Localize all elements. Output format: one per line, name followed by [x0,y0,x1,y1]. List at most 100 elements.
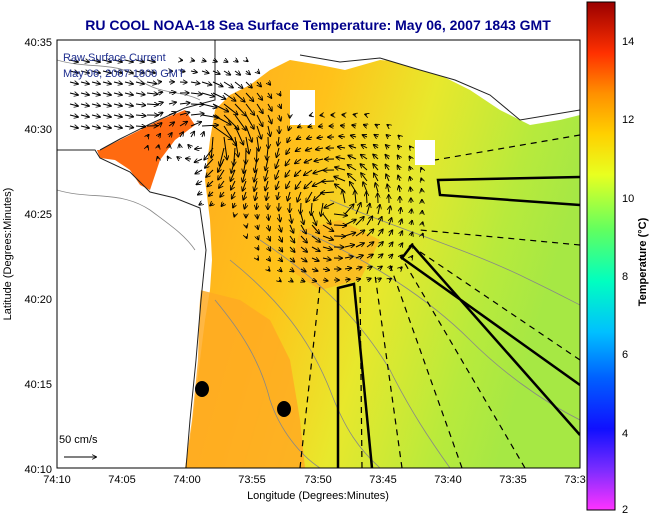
current-vector-arrow [373,154,379,160]
current-vector-arrow [300,246,307,252]
current-vector-arrow [279,258,282,261]
current-vector-arrow [80,115,89,117]
current-vector-arrow [135,93,145,95]
current-vector-arrow [256,114,263,126]
current-vector-arrow [234,136,238,157]
current-vector-arrow [257,213,258,219]
current-vector-arrow [338,147,346,148]
current-vector-arrow [135,126,145,127]
current-vector-arrow [389,230,392,237]
current-vector-arrow [190,82,200,84]
current-vector-arrow [366,216,372,226]
plot-area: Raw Surface Current May 06, 2007 1800 GM… [57,40,580,468]
current-vector-arrow [389,242,393,248]
current-vector-arrow [146,82,157,84]
x-tick-label: 73:3 [564,474,585,486]
current-vector-arrow [245,125,252,142]
current-vector-arrow [158,145,159,148]
current-vector-arrow [256,103,263,113]
current-vector-arrow [135,82,144,84]
current-vector-arrow [389,218,392,226]
current-vector-arrow [180,132,183,138]
current-vector-arrow [124,71,133,73]
current-vector-arrow [268,92,271,98]
current-vector-arrow [257,71,259,73]
current-vector-arrow [158,123,162,126]
transect-dashed-7 [419,229,580,246]
current-vector-arrow [212,71,220,74]
current-vector-arrow [279,280,281,281]
current-vector-arrow [386,145,389,148]
current-vector-arrow [398,155,401,159]
current-vector-arrow [124,104,133,106]
current-vector-arrow [295,158,302,164]
transect-lines [299,134,580,468]
current-vector-arrow [254,169,258,182]
current-vector-arrow [409,167,411,170]
y-axis: 40:35 40:30 40:25 40:20 40:15 40:10 Lati… [2,37,52,476]
current-vector-arrow [387,184,389,193]
current-vector-arrow [257,225,258,229]
current-vector-arrow [255,191,257,200]
land-new-jersey [57,40,215,150]
current-vector-arrow [377,242,383,248]
current-vector-arrow [195,159,203,162]
x-tick-label: 73:35 [499,474,527,486]
current-vector-arrow [400,243,403,247]
current-vector-arrow [288,191,291,201]
transect-dashed-2 [359,284,363,468]
colorbar-tick: 10 [622,193,634,205]
current-vector-arrow [344,204,354,215]
current-vector-arrow [322,235,333,240]
current-vector-arrow [102,82,111,84]
current-vector-arrow [316,148,324,150]
current-vector-arrow [243,180,247,191]
current-vector-arrow [69,60,78,62]
current-vector-arrow [245,92,254,101]
current-vector-arrow [257,136,259,151]
current-vector-arrow [245,103,254,115]
current-vector-arrow [360,164,368,171]
current-vector-arrow [223,136,227,160]
land-coast-strip [57,150,205,468]
current-vector-arrow [168,122,174,126]
current-vector-arrow [300,269,306,272]
current-vector-arrow [91,60,100,62]
transect-dashed-5 [399,254,526,468]
legend-line-2: May 06, 2007 1800 GMT [63,68,185,80]
current-vector-arrow [336,157,346,159]
current-vector-arrow [102,71,111,73]
current-vector-arrow [290,224,294,233]
x-tick-label: 73:45 [369,474,397,486]
current-vector-arrow [279,213,280,222]
scale-label: 50 cm/s [59,434,98,446]
current-vector-arrow [267,103,272,111]
colorbar-tick: 2 [622,504,628,515]
current-vector-arrow [246,71,250,74]
current-vector-arrow [179,144,180,148]
current-vector-arrow [234,103,246,116]
current-vector-arrow [205,158,214,168]
current-vector-arrow [266,191,268,200]
current-vector-arrow [279,235,282,242]
current-vector-arrow [102,104,111,106]
current-vector-arrow [364,125,367,126]
current-vector-arrow [268,235,270,241]
current-vector-arrow [333,214,347,216]
current-vector-arrow [256,92,262,100]
current-vector-arrow [201,82,212,85]
current-vector-arrow [386,174,389,182]
transect-box-1 [336,282,374,468]
current-vector-arrow [219,180,225,188]
current-vector-arrow [218,158,225,172]
current-vector-arrow [195,148,203,149]
current-vector-arrow [199,203,202,205]
current-vector-arrow [146,93,158,94]
current-vector-arrow [234,114,246,130]
current-vector-arrow [265,158,268,170]
current-vector-arrow [344,268,351,269]
colorbar-tick: 4 [622,428,628,440]
current-vector-arrow [113,82,122,84]
current-vector-arrow [268,213,269,220]
current-vector-arrow [422,234,423,236]
